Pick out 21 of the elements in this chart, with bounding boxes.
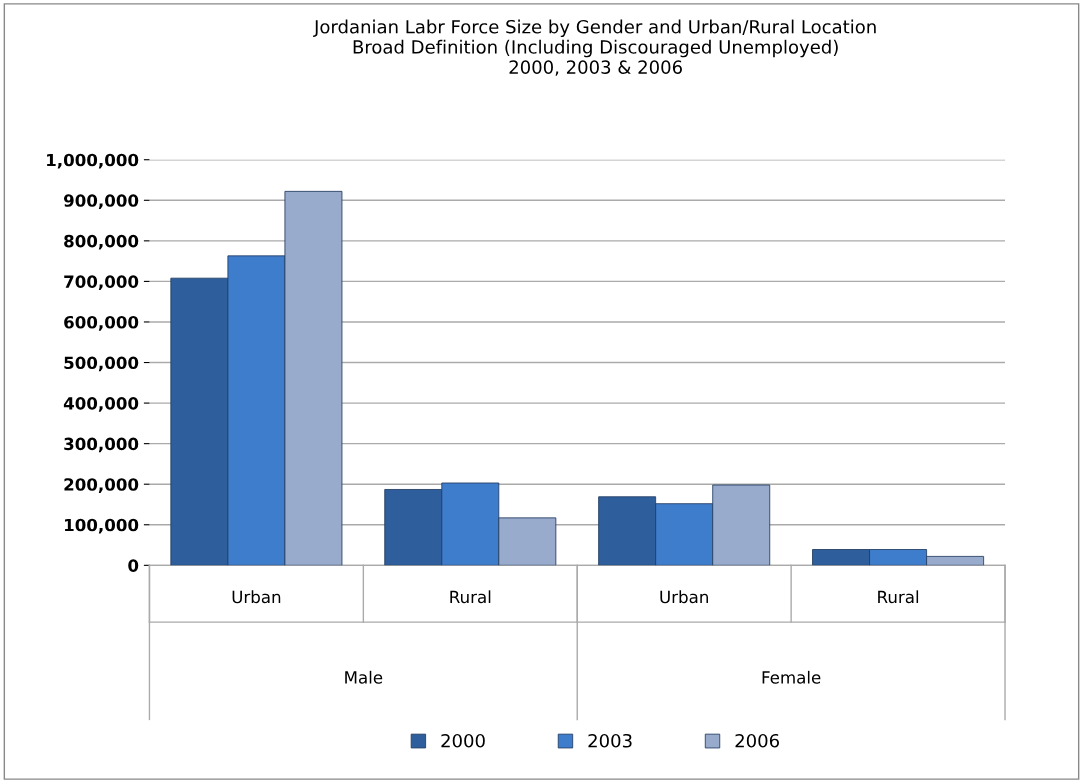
y-tick-label: 800,000 xyxy=(64,234,139,250)
y-tick-label: 600,000 xyxy=(64,315,139,331)
y-tick-label: 500,000 xyxy=(64,356,139,372)
x-tick-label: Urban xyxy=(660,590,708,604)
legend-label: 2006 xyxy=(735,733,779,748)
y-tick-label: 1,000,000 xyxy=(47,153,139,169)
legend-label: 2000 xyxy=(441,733,485,748)
y-tick-label: 0 xyxy=(128,559,139,572)
text: Male xyxy=(345,670,383,684)
chart-title: Jordanian Labr Force Size by Gender and Urban/Rural Location Broad Definition (Including Discouraged Unemployed) 2000, 2003 & 2006 xyxy=(313,19,876,76)
y-tick-label: 900,000 xyxy=(63,194,139,209)
y-tick-label: 400,000 xyxy=(63,397,139,412)
y-tick-label: 700,000 xyxy=(64,275,139,291)
y-tick-label: 200,000 xyxy=(64,478,139,493)
x-tick-label: Rural xyxy=(878,590,919,604)
legend-label: 2003 xyxy=(588,733,632,748)
y-tick-label: 100,000 xyxy=(65,518,139,534)
y-tick-label: 300,000 xyxy=(64,437,139,453)
x-tick-label: Urban xyxy=(232,590,281,604)
text: Female xyxy=(762,670,821,684)
x-tick-label: Rural xyxy=(450,590,491,604)
